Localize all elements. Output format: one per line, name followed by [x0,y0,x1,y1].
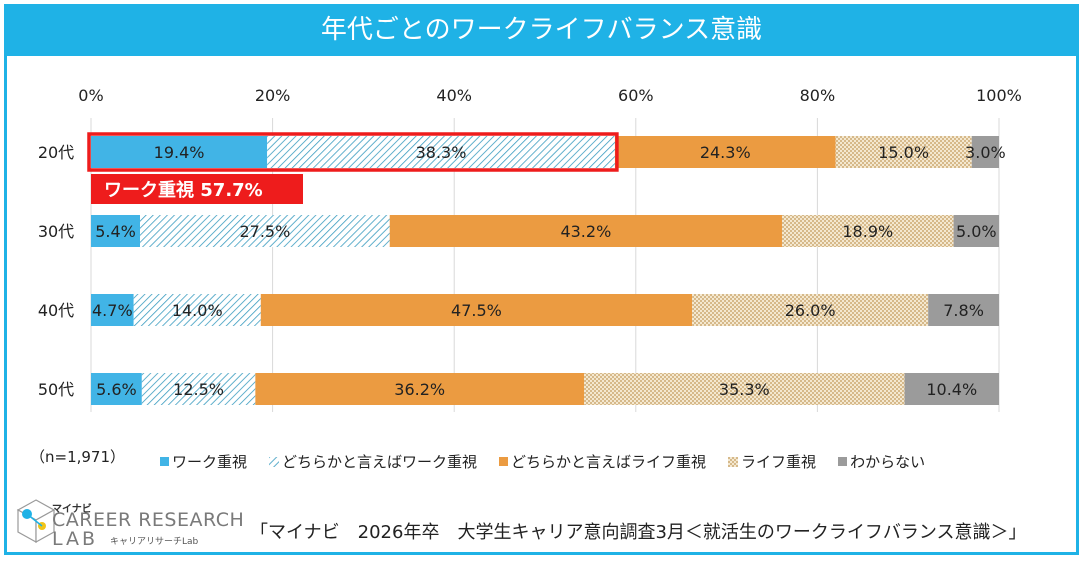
highlight-label: ワーク重視 57.7% [104,179,263,201]
logo-line1: CAREER RESEARCH [52,509,245,531]
y-category-label: 20代 [38,143,74,162]
bar-segment [781,215,954,247]
bar-segment [255,373,585,405]
legend-swatch-work [160,457,169,466]
bar-segment [692,294,929,326]
data-label: 5.0% [956,222,997,241]
data-label: 19.4% [154,143,205,162]
x-tick-label: 20% [255,86,291,105]
legend-label: どちらかと言えばライフ重視 [511,453,707,471]
legend-swatch-somewhat-life [499,457,509,466]
legend: ワーク重視 どちらかと言えばワーク重視 どちらかと言えばライフ重視 ライフ重視 … [160,451,947,472]
data-label: 36.2% [394,380,445,399]
legend-label: ワーク重視 [172,453,248,471]
legend-item: ライフ重視 [728,451,816,472]
data-label: 14.0% [172,301,223,320]
legend-item: どちらかと言えばライフ重視 [499,451,706,472]
y-category-label: 30代 [38,222,74,241]
legend-swatch-life [728,456,739,467]
bar-segment [91,215,141,247]
legend-label: わからない [850,453,926,471]
legend-item: わからない [838,451,925,472]
legend-label: ライフ重視 [741,453,817,471]
chart-frame [4,4,1079,555]
highlight-box [87,132,619,172]
data-label: 24.3% [700,143,751,162]
data-label: 18.9% [842,222,893,241]
data-label: 5.6% [96,380,137,399]
data-label: 5.4% [95,222,136,241]
bar-segment [140,215,390,247]
bar-segment [267,136,615,168]
data-label: 27.5% [239,222,290,241]
data-label: 7.8% [943,301,984,320]
source-citation: 「マイナビ 2026年卒 大学生キャリア意向調査3月＜就活生のワークライフバラン… [250,522,1027,543]
bar-segment [971,136,999,168]
bar-segment [389,215,782,247]
data-label: 35.3% [719,380,770,399]
legend-swatch-somewhat-work [269,456,280,467]
logo-line2: LAB [52,528,99,550]
bar-segment [141,373,256,405]
data-label: 43.2% [560,222,611,241]
x-tick-label: 40% [436,86,472,105]
sample-size-note: （n=1,971） [30,448,126,466]
logo-cube-icon [16,499,56,544]
highlight-label-bg [91,174,303,204]
y-category-label: 50代 [38,380,74,399]
data-label: 3.0% [965,143,1006,162]
data-label: 15.0% [878,143,929,162]
bar-segment [260,294,693,326]
data-label: 38.3% [416,143,467,162]
x-tick-label: 80% [800,86,836,105]
data-label: 47.5% [451,301,502,320]
data-label: 10.4% [926,380,977,399]
chart-title: 年代ごとのワークライフバランス意識 [4,4,1079,56]
bar-segment [133,294,261,326]
bar-segment [928,294,999,326]
bar-segment [584,373,905,405]
bar-segment [91,294,134,326]
bar-segment [835,136,972,168]
bar-segment [91,373,142,405]
logo-brand: マイナビ [52,504,92,515]
bar-segment [91,136,268,168]
data-label: 12.5% [173,380,224,399]
legend-item: ワーク重視 [160,451,247,472]
bar-segment [904,373,999,405]
x-tick-label: 0% [78,86,103,105]
legend-swatch-unknown [838,457,848,466]
legend-item: どちらかと言えばワーク重視 [269,451,477,472]
legend-label: どちらかと言えばワーク重視 [282,453,478,471]
data-label: 26.0% [785,301,836,320]
bar-segment [953,215,999,247]
logo-subtitle: キャリアリサーチLab [110,537,199,547]
data-label: 4.7% [92,301,133,320]
x-tick-label: 100% [976,86,1022,105]
x-tick-label: 60% [618,86,654,105]
bar-segment [614,136,836,168]
y-category-label: 40代 [38,301,74,320]
